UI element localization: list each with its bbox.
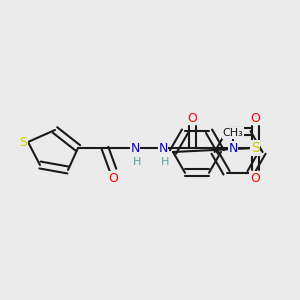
Text: H: H (161, 157, 169, 167)
Text: N: N (130, 142, 140, 154)
Text: N: N (228, 142, 238, 154)
Text: O: O (108, 172, 118, 184)
Text: H: H (133, 157, 141, 167)
Text: CH₃: CH₃ (223, 128, 243, 138)
Text: O: O (250, 172, 260, 184)
Text: S: S (250, 141, 260, 155)
Text: O: O (250, 112, 260, 124)
Text: N: N (158, 142, 168, 154)
Text: O: O (187, 112, 197, 124)
Text: S: S (19, 136, 27, 148)
